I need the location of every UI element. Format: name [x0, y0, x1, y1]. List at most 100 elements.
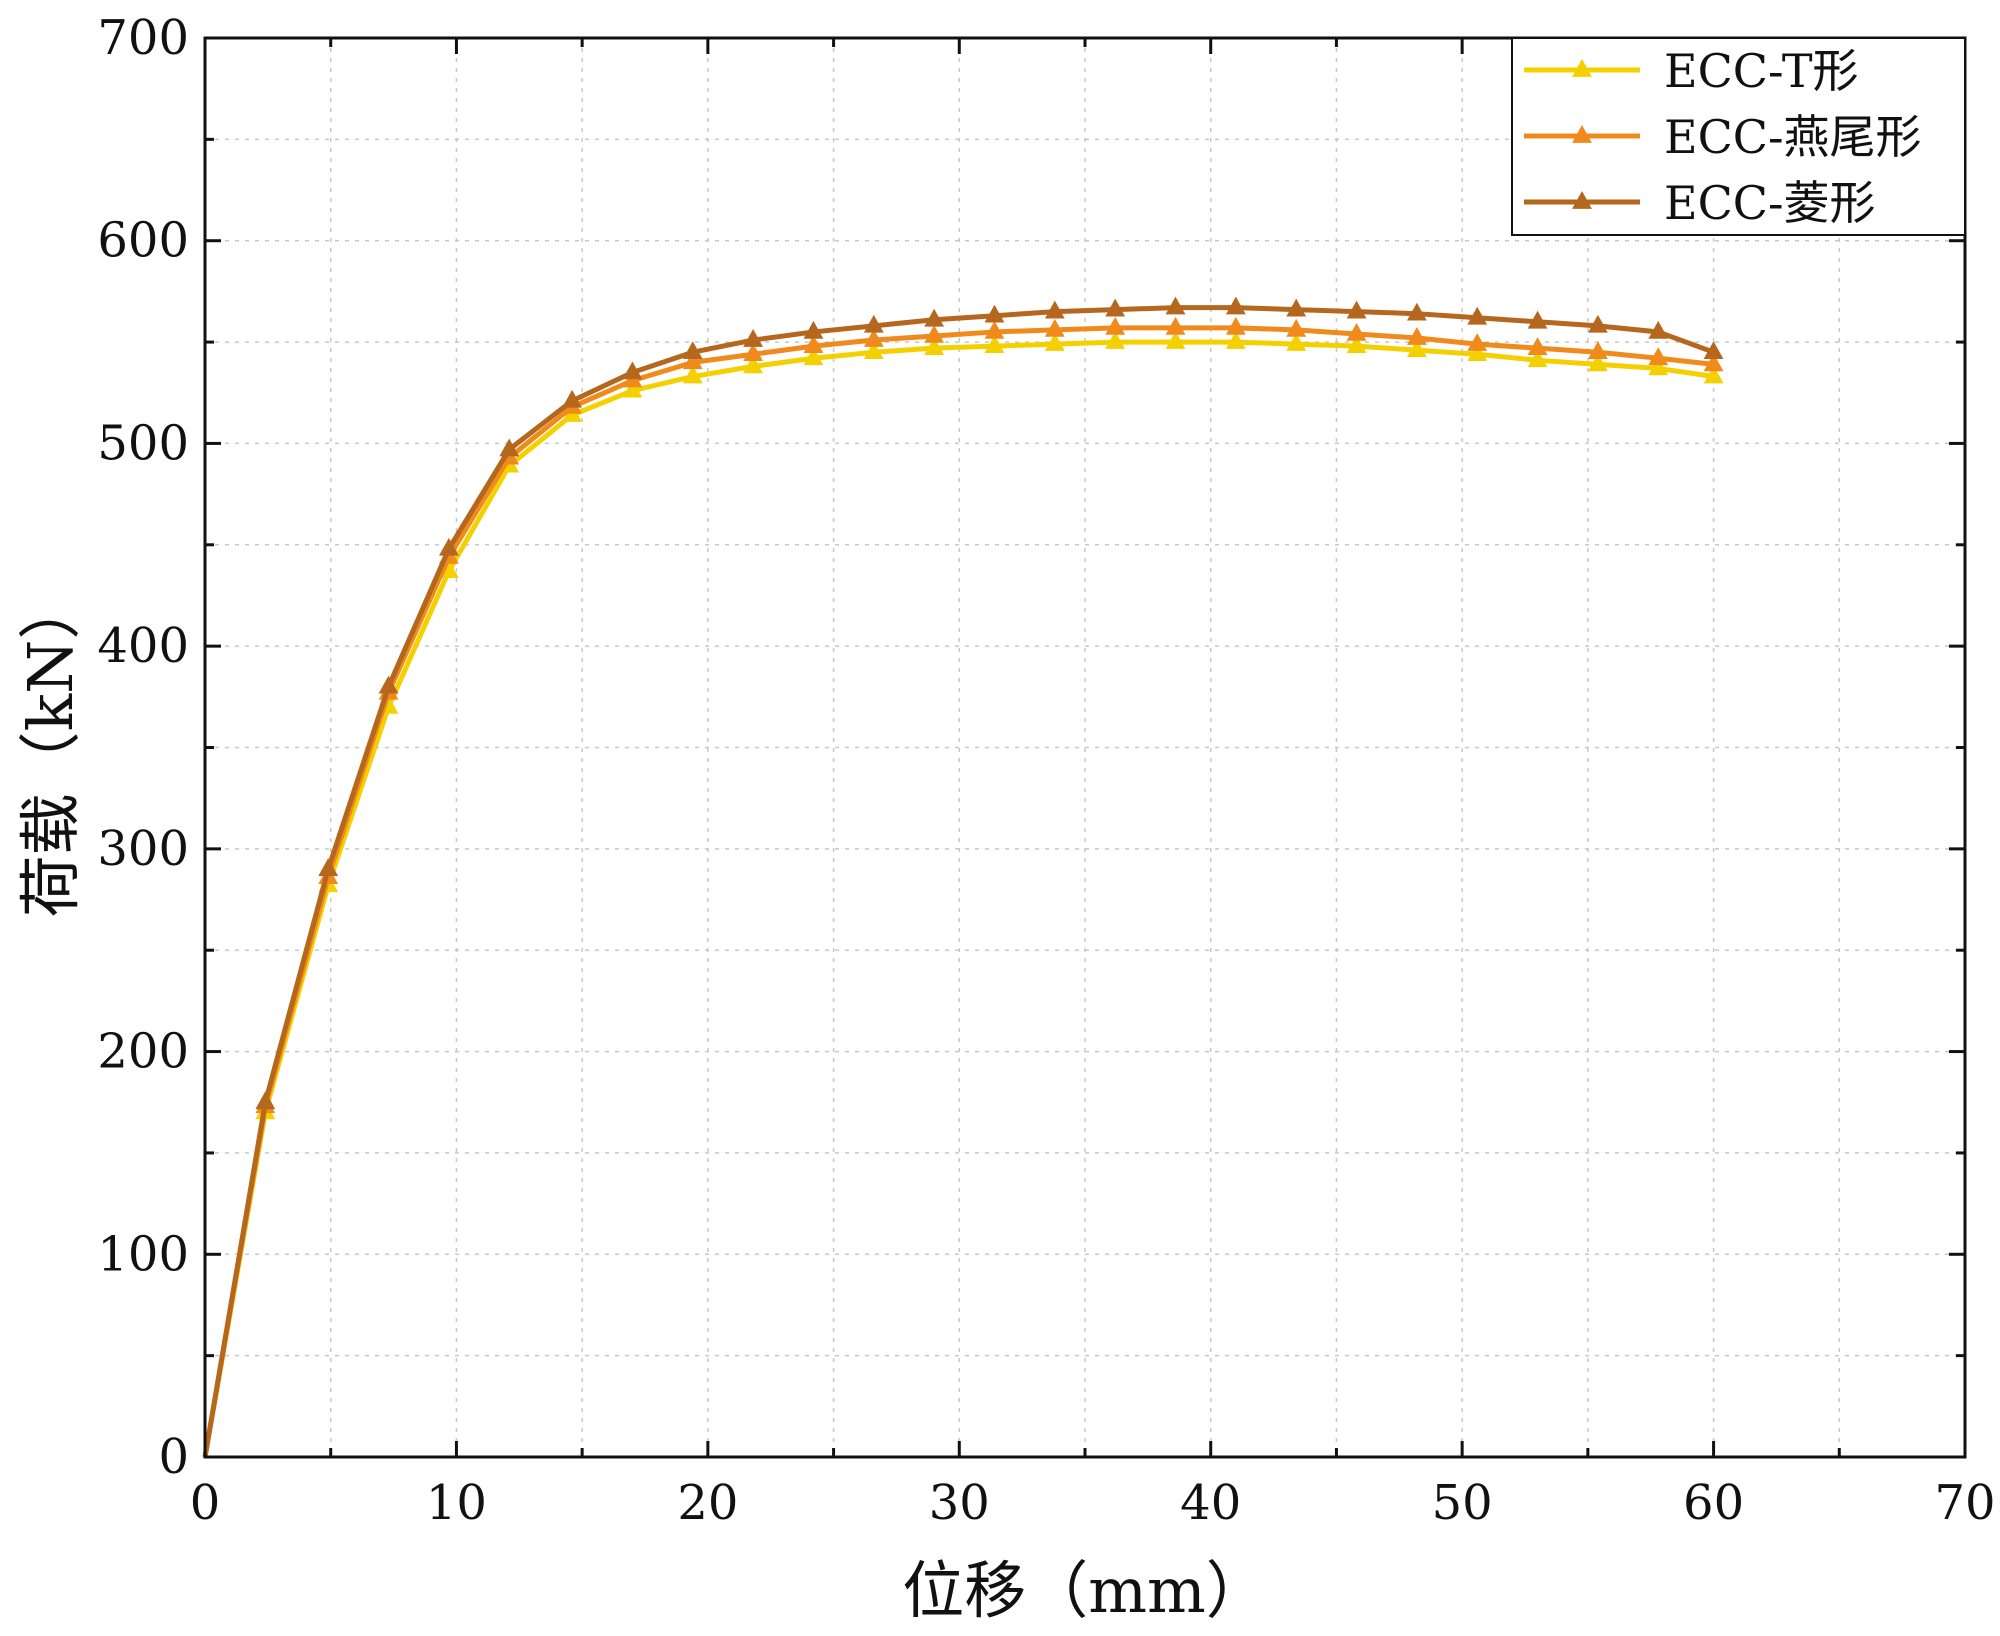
- data-point: [1527, 349, 1548, 368]
- data-point: [803, 320, 824, 339]
- grid-lines: [205, 38, 1965, 1457]
- data-point: [1467, 343, 1488, 362]
- data-point: [682, 341, 703, 360]
- data-point: [255, 1091, 276, 1110]
- data-point: [318, 858, 339, 876]
- data-point: [378, 675, 399, 694]
- data-point: [1346, 335, 1367, 353]
- data-point: [743, 355, 764, 374]
- data-point: [924, 308, 945, 327]
- data-point: [622, 361, 643, 380]
- series-layer: [202, 296, 1724, 1458]
- data-point: [863, 329, 884, 347]
- data-point: [1105, 298, 1126, 317]
- y-tick-label: 100: [97, 1226, 189, 1282]
- data-point: [682, 351, 703, 370]
- data-point: [1703, 341, 1724, 360]
- x-tick-label: 0: [190, 1475, 221, 1531]
- data-point: [1588, 353, 1608, 372]
- data-point: [438, 537, 459, 556]
- data-point: [1225, 296, 1246, 315]
- y-tick-labels: 0 100 200 300 400 500 600 700: [97, 10, 189, 1485]
- data-point: [1346, 300, 1367, 319]
- x-tick-labels: 0 10 20 30 40 50 60 70: [190, 1475, 1996, 1531]
- legend-label: ECC-燕尾形: [1664, 110, 1922, 164]
- data-point: [1225, 331, 1246, 349]
- data-point: [622, 379, 643, 398]
- data-point: [1467, 333, 1488, 351]
- series-line: [202, 325, 1714, 1458]
- data-point: [1346, 322, 1367, 341]
- data-point: [1588, 341, 1608, 360]
- x-axis-title: 位移（mm）: [902, 1554, 1268, 1627]
- data-point: [1286, 318, 1307, 337]
- data-point: [863, 341, 884, 360]
- data-point: [863, 314, 884, 333]
- series-3: [202, 296, 1724, 1458]
- x-tick-label: 60: [1683, 1475, 1744, 1531]
- x-tick-label: 10: [426, 1475, 487, 1531]
- x-tick-label: 30: [929, 1475, 990, 1531]
- y-tick-label: 0: [158, 1429, 189, 1485]
- data-point: [984, 335, 1005, 353]
- y-tick-label: 500: [97, 415, 189, 471]
- legend-swatch-marker: [1572, 191, 1592, 209]
- series-2: [202, 316, 1724, 1458]
- data-point: [803, 335, 824, 353]
- data-point: [1648, 357, 1669, 376]
- legend-item: ECC-菱形: [1524, 176, 1876, 230]
- data-point: [1703, 353, 1724, 372]
- y-tick-label: 700: [97, 10, 189, 66]
- y-axis-title: 荷载（kN）: [14, 578, 87, 918]
- series-line: [202, 339, 1714, 1458]
- data-point: [1406, 327, 1427, 345]
- legend-item: ECC-T形: [1524, 44, 1859, 98]
- x-tick-label: 50: [1432, 1475, 1493, 1531]
- data-point: [1406, 339, 1427, 357]
- data-point: [1105, 331, 1126, 349]
- series-line: [202, 305, 1715, 1458]
- data-point: [1105, 316, 1126, 335]
- data-point: [984, 304, 1005, 323]
- legend-label: ECC-菱形: [1664, 176, 1876, 230]
- data-point: [743, 329, 764, 347]
- data-point: [682, 365, 703, 384]
- y-tick-label: 300: [97, 821, 189, 877]
- x-tick-label: 20: [677, 1475, 738, 1531]
- legend-swatch-marker: [1572, 125, 1592, 143]
- data-point: [984, 320, 1005, 339]
- data-point: [1286, 333, 1307, 351]
- data-point: [1044, 300, 1065, 319]
- legend-swatch-marker: [1572, 59, 1592, 77]
- data-point: [499, 438, 520, 457]
- data-point: [1165, 331, 1186, 349]
- data-point: [1406, 302, 1427, 321]
- data-point: [743, 343, 764, 362]
- data-point: [1648, 347, 1669, 366]
- legend-label: ECC-T形: [1664, 44, 1859, 98]
- legend-item: ECC-燕尾形: [1524, 110, 1922, 164]
- data-point: [1165, 316, 1186, 335]
- data-point: [803, 347, 824, 366]
- data-point: [1703, 365, 1724, 384]
- y-tick-label: 400: [97, 618, 189, 674]
- legend: ECC-T形 ECC-燕尾形 ECC-菱形: [1511, 37, 1966, 236]
- data-point: [924, 324, 945, 343]
- data-point: [1044, 333, 1065, 351]
- data-point: [1044, 318, 1065, 337]
- data-point: [1648, 320, 1669, 339]
- series-1: [202, 331, 1724, 1458]
- data-point: [1588, 314, 1608, 333]
- x-tick-label: 40: [1180, 1475, 1241, 1531]
- y-tick-label: 200: [97, 1024, 189, 1080]
- data-point: [1527, 337, 1548, 355]
- data-point: [924, 337, 945, 355]
- x-tick-label: 70: [1934, 1475, 1995, 1531]
- data-point: [1165, 296, 1186, 315]
- data-point: [1286, 298, 1307, 317]
- data-point: [1527, 310, 1548, 329]
- data-point: [1467, 306, 1488, 325]
- y-tick-label: 600: [97, 213, 189, 269]
- data-point: [562, 389, 582, 408]
